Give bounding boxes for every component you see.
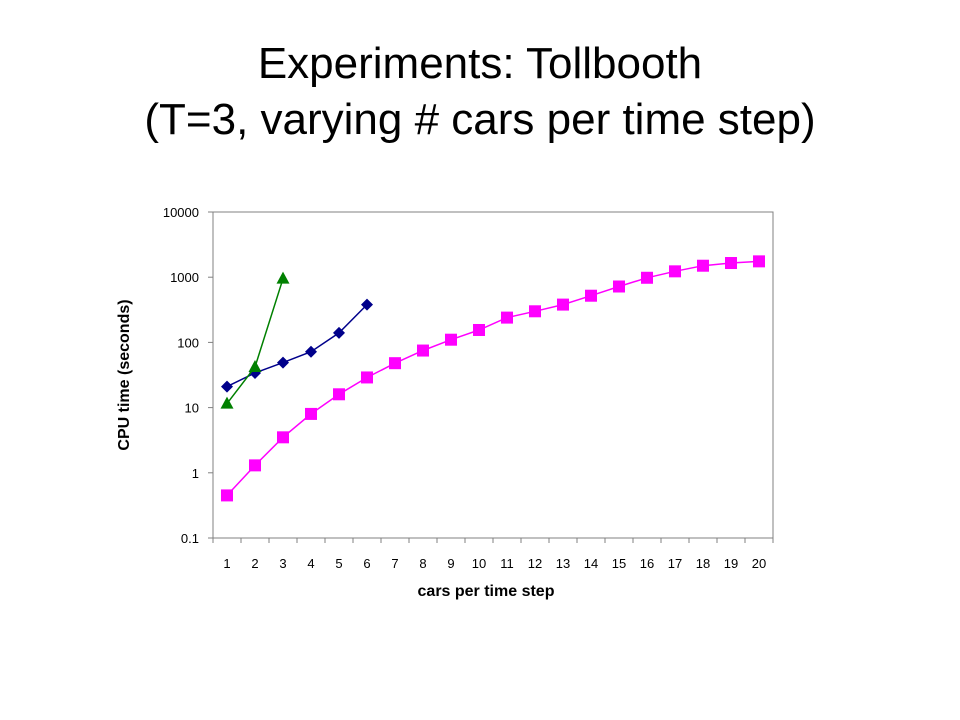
x-tick-label: 16	[640, 556, 654, 571]
data-point-triangle	[248, 359, 262, 372]
x-tick-label: 17	[668, 556, 682, 571]
data-point-square	[557, 298, 569, 311]
series-triangle	[220, 271, 290, 409]
data-point-square	[305, 407, 317, 420]
data-point-square	[361, 371, 373, 384]
data-point-square	[585, 289, 597, 302]
y-tick-label: 1000	[170, 270, 199, 285]
data-point-square	[613, 280, 625, 293]
data-point-square	[501, 311, 513, 324]
x-tick-label: 5	[335, 556, 342, 571]
x-tick-label: 11	[500, 556, 514, 571]
series-layer	[220, 255, 765, 502]
y-tick-label: 100	[177, 335, 199, 350]
series-line	[226, 304, 368, 388]
slide-title-line-2: (T=3, varying # cars per time step)	[144, 95, 816, 144]
x-tick-label: 15	[612, 556, 626, 571]
data-point-square	[249, 459, 261, 472]
data-point-diamond	[221, 380, 233, 393]
x-axis-label: cars per time step	[418, 583, 555, 600]
x-tick-label: 4	[307, 556, 314, 571]
x-tick-label: 18	[696, 556, 710, 571]
data-point-square	[725, 257, 737, 270]
x-tick-label: 14	[584, 556, 598, 571]
y-tick-label: 10	[185, 401, 199, 416]
data-point-square	[641, 271, 653, 284]
y-axis: 0.1 1 10 100 1000 10000	[163, 205, 213, 546]
data-point-triangle	[220, 396, 234, 409]
x-tick-label: 8	[419, 556, 426, 571]
x-tick-label: 7	[391, 556, 398, 571]
x-tick-label: 19	[724, 556, 738, 571]
data-point-square	[221, 489, 233, 502]
data-point-square	[697, 259, 709, 272]
data-point-triangle	[276, 271, 290, 284]
data-point-diamond	[305, 345, 317, 358]
data-point-square	[333, 388, 345, 401]
y-axis-label: CPU time (seconds)	[116, 299, 133, 450]
x-tick-label: 9	[447, 556, 454, 571]
slide-title-line-1: Experiments: Tollbooth	[257, 39, 703, 88]
series-square	[221, 255, 765, 502]
data-point-square	[389, 357, 401, 370]
data-point-square	[753, 255, 765, 268]
x-tick-label: 2	[251, 556, 258, 571]
x-tick-label: 3	[279, 556, 286, 571]
y-tick-label: 10000	[163, 205, 199, 220]
data-point-square	[277, 431, 289, 444]
x-tick-label: 13	[556, 556, 570, 571]
data-point-square	[529, 305, 541, 318]
data-point-square	[417, 344, 429, 357]
x-tick-label: 10	[472, 556, 486, 571]
x-axis: 1 2 3 4 5 6 7 8 9 10 11 12 13 14 15 16 17 18 19 20	[212, 538, 774, 571]
data-point-square	[473, 323, 485, 336]
y-tick-label: 1	[192, 466, 199, 481]
x-tick-label: 1	[223, 556, 230, 571]
data-point-diamond	[333, 326, 345, 339]
data-point-diamond	[277, 356, 289, 369]
slide-title: Experiments: Tollbooth (T=3, varying # c…	[0, 36, 960, 148]
data-point-square	[445, 333, 457, 346]
x-tick-label: 6	[363, 556, 370, 571]
x-tick-label: 12	[528, 556, 542, 571]
x-tick-label: 20	[752, 556, 766, 571]
data-point-diamond	[361, 298, 373, 311]
data-point-square	[669, 265, 681, 278]
series-diamond	[221, 298, 373, 393]
plot-area	[212, 211, 774, 539]
y-tick-label: 0.1	[181, 531, 199, 546]
